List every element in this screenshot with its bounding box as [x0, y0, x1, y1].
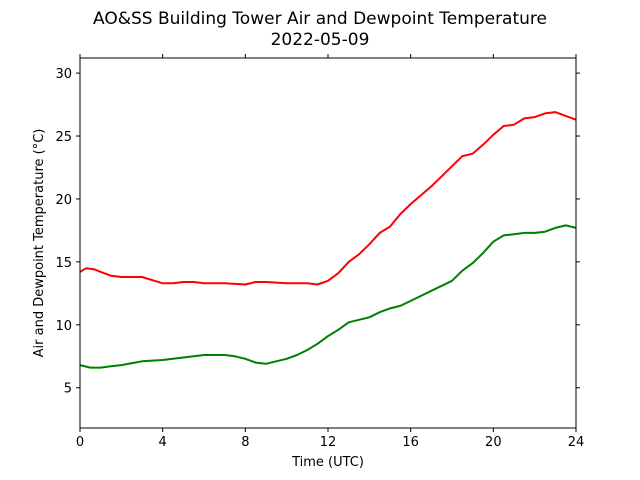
- y-tick-label: 25: [55, 130, 72, 145]
- x-tick-label: 20: [485, 435, 502, 450]
- x-tick-label: 4: [159, 435, 167, 450]
- x-tick-label: 24: [568, 435, 585, 450]
- axes-layer: 0 4 8 12 16 20 24 5 10 15 20 25 30: [55, 54, 584, 450]
- series-line-1: [79, 111, 577, 286]
- y-tick-label: 15: [55, 256, 72, 271]
- y-tick-label: 20: [55, 193, 72, 208]
- y-axis-label: Air and Dewpoint Temperature (°C): [32, 129, 47, 358]
- x-tick-label: 0: [76, 435, 84, 450]
- chart-title: AO&SS Building Tower Air and Dewpoint Te…: [93, 9, 547, 29]
- plot-frame: [79, 57, 577, 429]
- series-line-2: [79, 224, 577, 369]
- y-tick-label: 5: [64, 382, 72, 397]
- x-tick-label: 16: [402, 435, 419, 450]
- y-tick-label: 30: [55, 67, 72, 82]
- chart-subtitle: 2022-05-09: [271, 30, 370, 50]
- x-axis-label: Time (UTC): [291, 455, 364, 470]
- x-tick-label: 12: [320, 435, 337, 450]
- x-tick-label: 8: [241, 435, 249, 450]
- y-tick-label: 10: [55, 319, 72, 334]
- series-layer: [79, 111, 577, 369]
